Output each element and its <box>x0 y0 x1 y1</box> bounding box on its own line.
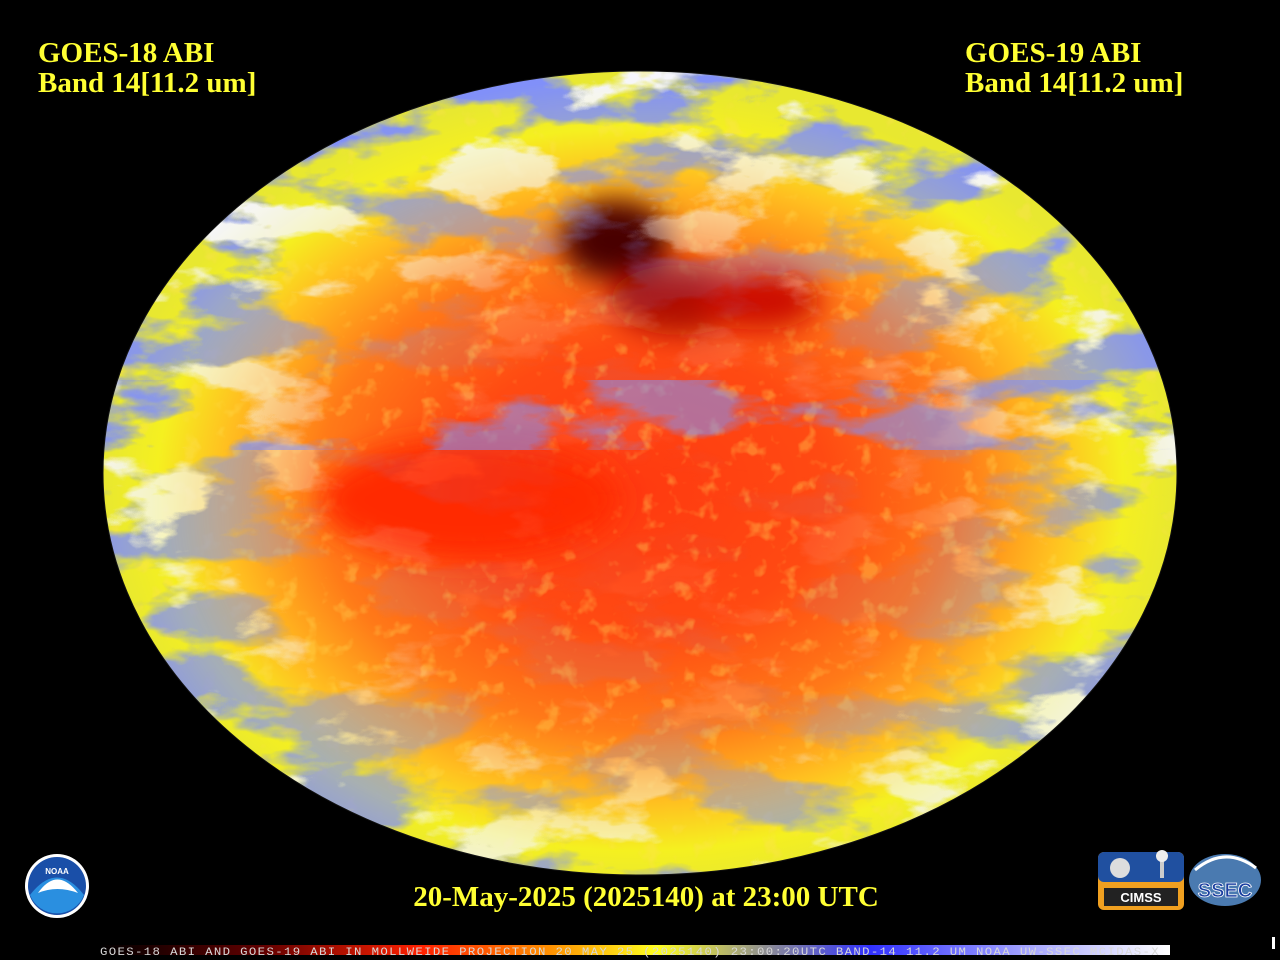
left-title: GOES-18 ABI <box>38 37 214 69</box>
color-bar <box>100 945 1170 955</box>
cimss-text: CIMSS <box>1120 890 1162 905</box>
tropical-clouds <box>103 380 1177 450</box>
right-band: Band 14[11.2 um] <box>965 67 1183 99</box>
cimss-logo: CIMSS <box>1098 850 1184 910</box>
ssec-logo: SSEC <box>1189 854 1261 906</box>
right-title: GOES-19 ABI <box>965 37 1141 69</box>
globe <box>103 71 1177 875</box>
noaa-text: NOAA <box>45 867 69 876</box>
marker <box>1272 937 1275 949</box>
ssec-text: SSEC <box>1198 880 1252 902</box>
high-clouds <box>103 71 1177 875</box>
info-banner: GOES-18 ABI AND GOES-19 ABI IN MOLLWEIDE… <box>100 947 1160 959</box>
timestamp: 20-May-2025 (2025140) at 23:00 UTC <box>413 881 879 913</box>
noaa-logo: NOAA <box>25 854 89 918</box>
globe-edge <box>102 70 1178 876</box>
left-band: Band 14[11.2 um] <box>38 67 256 99</box>
